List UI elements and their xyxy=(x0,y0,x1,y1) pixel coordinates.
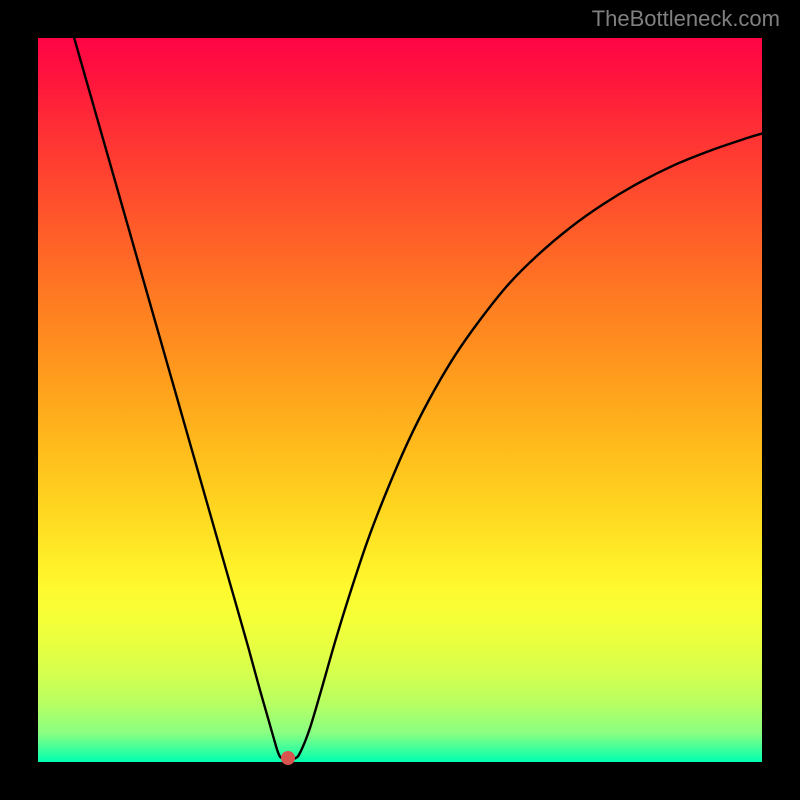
chart-svg xyxy=(38,38,762,762)
chart-background xyxy=(38,38,762,762)
plot-area xyxy=(38,38,762,762)
watermark-text: TheBottleneck.com xyxy=(592,6,780,32)
optimal-point-marker xyxy=(281,751,295,765)
